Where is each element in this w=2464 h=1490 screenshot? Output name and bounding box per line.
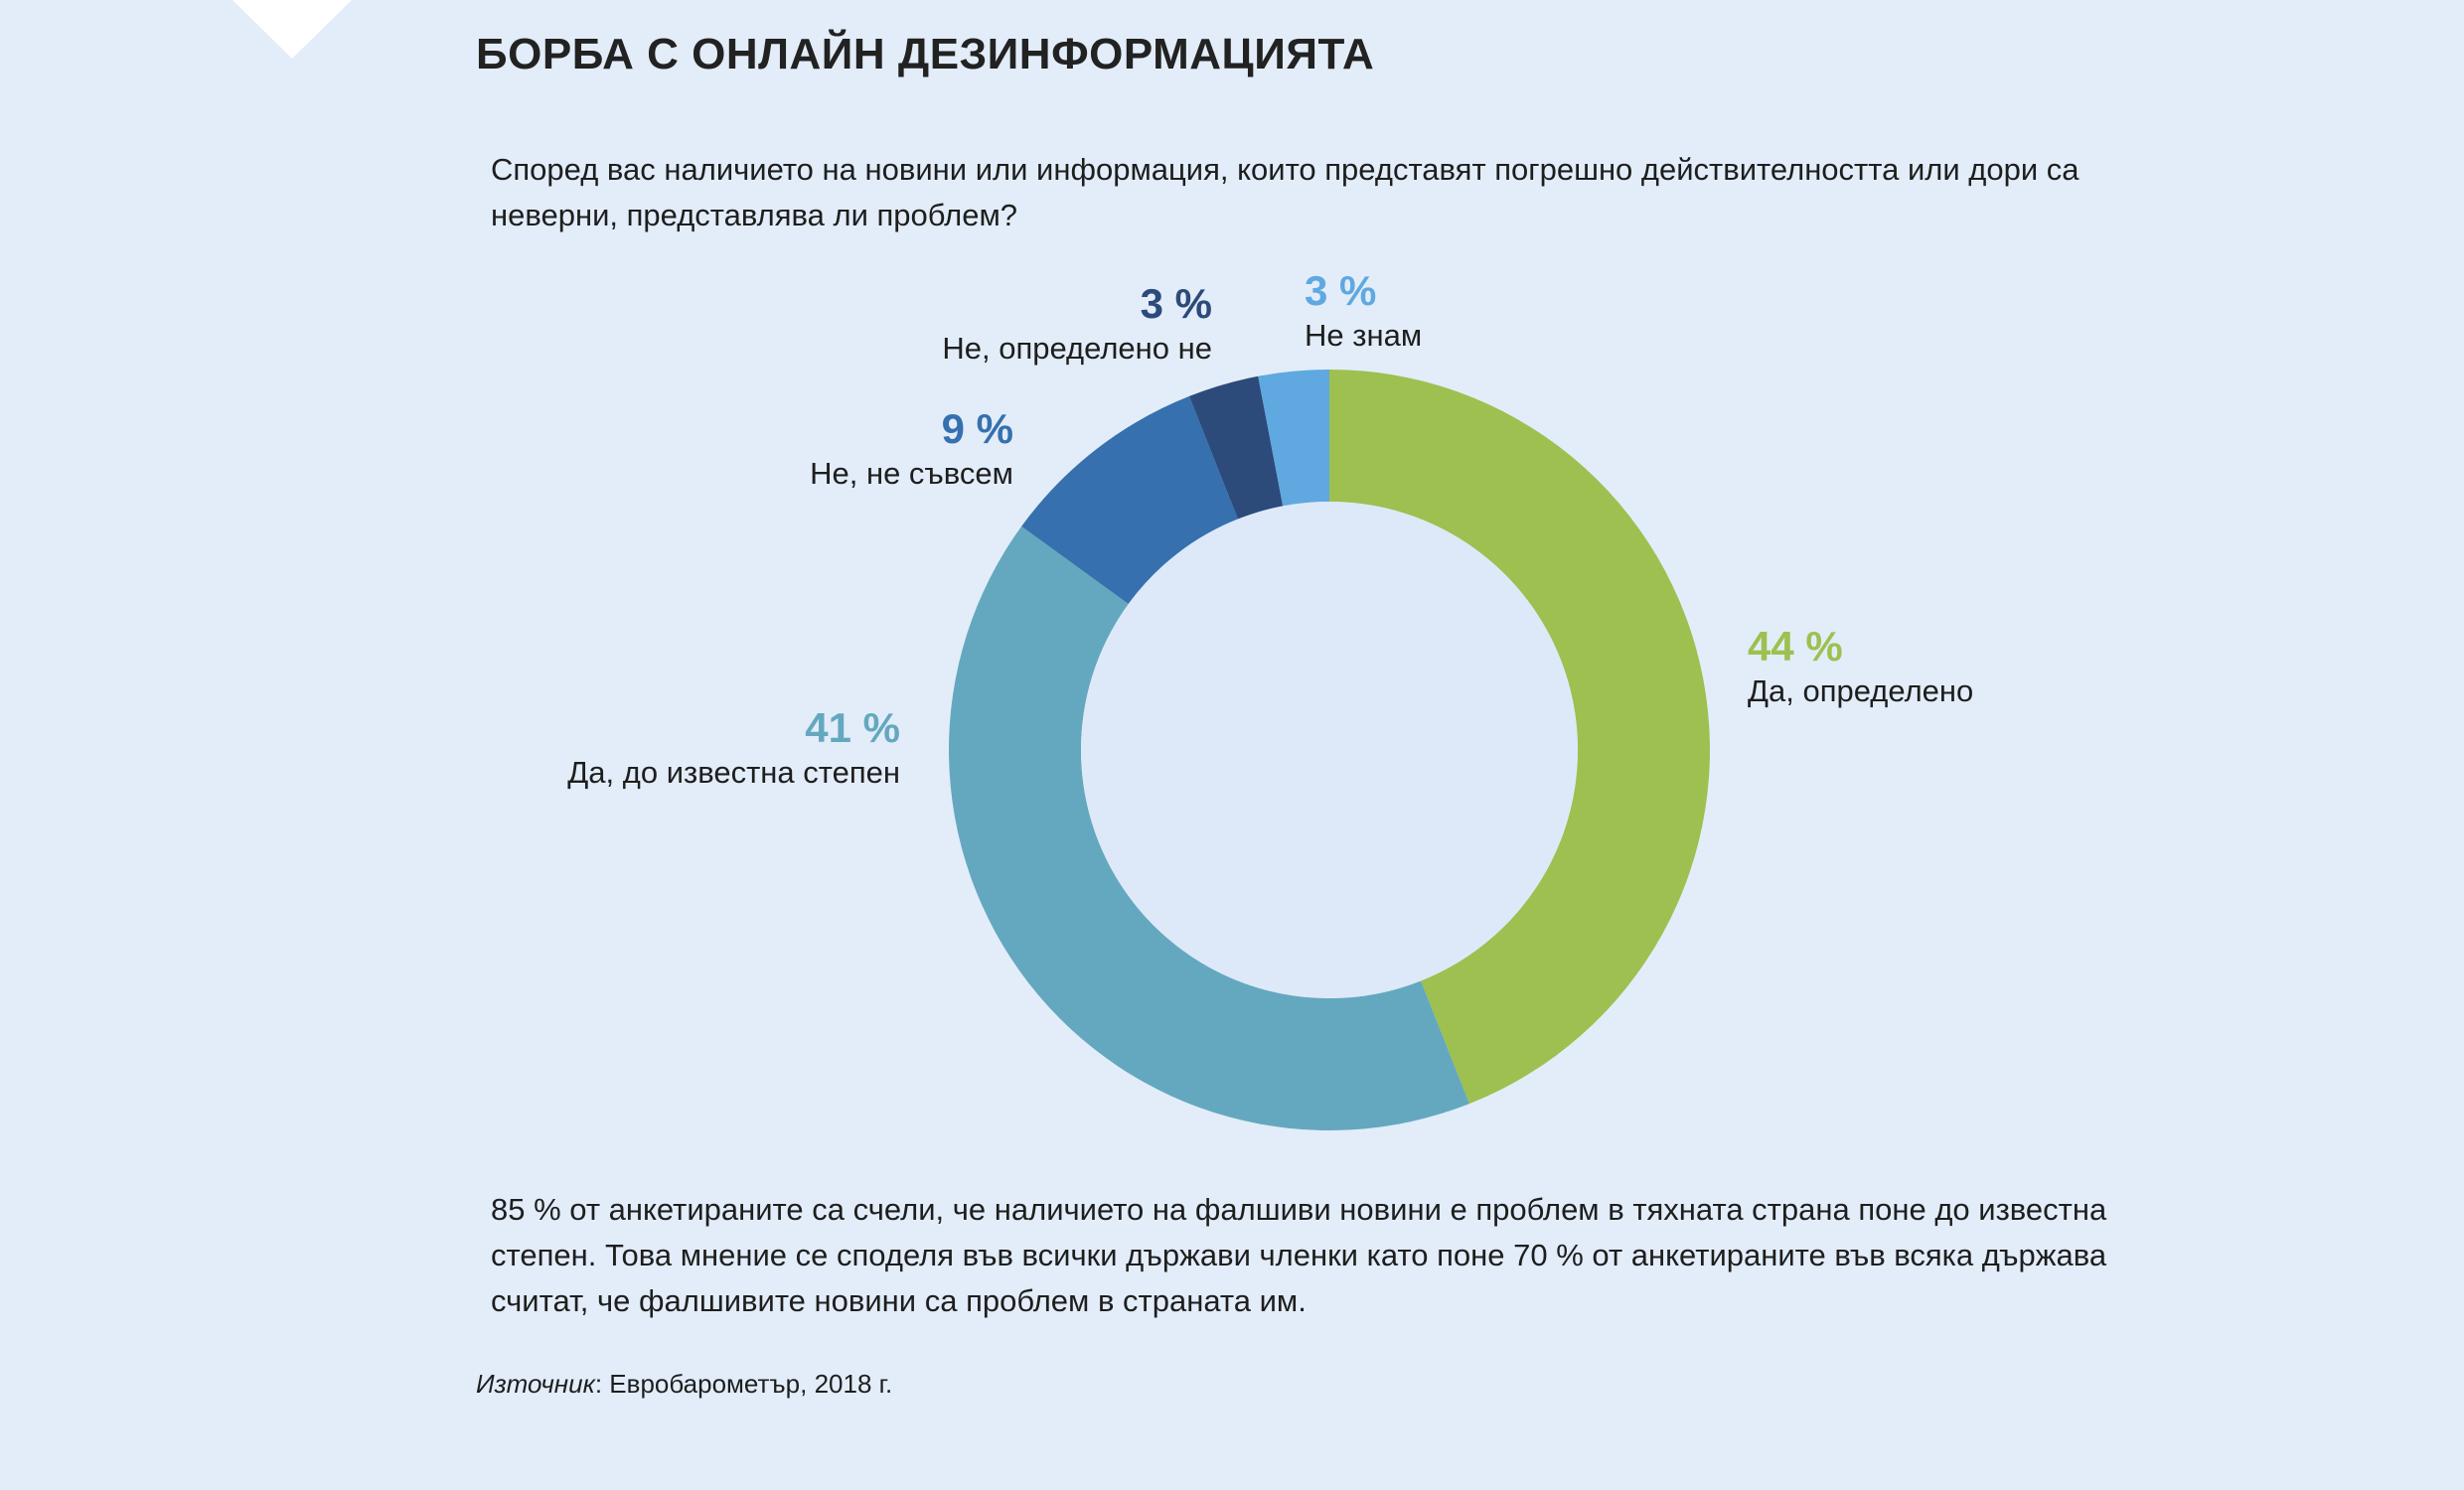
label-slice-4: 3 % Не знам (1305, 268, 1422, 358)
page-title: БОРБА С ОНЛАЙН ДЕЗИНФОРМАЦИЯТА (476, 30, 1375, 78)
corner-triangle (232, 0, 352, 59)
slice-category-label: Не, не съвсем (810, 456, 1013, 491)
label-slice-1: 41 % Да, до известна степен (567, 705, 900, 795)
source-label: Източник (476, 1369, 595, 1399)
slice-value-label: 41 % (805, 704, 900, 751)
slice-category-label: Не знам (1305, 318, 1423, 353)
slice-category-label: Не, определено не (942, 331, 1212, 366)
summary-paragraph: 85 % от анкетираните са счели, че наличи… (491, 1192, 2107, 1318)
slice-value-label: 44 % (1748, 623, 1843, 670)
source-note: Източник: Евробарометър, 2018 г. (476, 1369, 892, 1400)
donut-slice-1 (949, 525, 1469, 1130)
slice-value-label: 9 % (941, 405, 1013, 452)
donut-slice-0 (1329, 370, 1711, 1105)
donut-hole (1081, 502, 1578, 998)
slice-category-label: Да, определено (1748, 673, 1974, 708)
donut-slice-2 (1021, 395, 1238, 605)
label-slice-0: 44 % Да, определено (1748, 624, 1973, 713)
survey-question: Според вас наличието на новини или инфор… (491, 152, 2079, 232)
donut-slice-4 (1258, 370, 1329, 507)
label-slice-3: 3 % Не, определено не (942, 281, 1212, 371)
label-slice-2: 9 % Не, не съвсем (810, 406, 1013, 496)
slice-value-label: 3 % (1140, 280, 1212, 327)
donut-slice-3 (1189, 375, 1284, 520)
slice-category-label: Да, до известна степен (567, 755, 900, 790)
slice-value-label: 3 % (1305, 267, 1377, 314)
source-text: : Евробарометър, 2018 г. (594, 1369, 893, 1399)
